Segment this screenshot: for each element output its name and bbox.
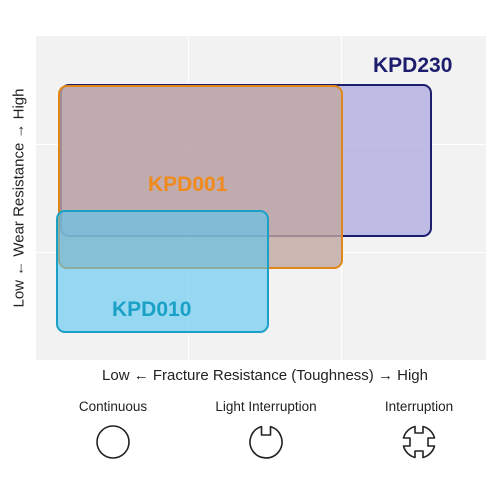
label-kpd001: KPD001: [148, 173, 228, 196]
y-axis-label: Low ← Wear Resistance → High: [10, 88, 28, 308]
circle-icon: [96, 425, 130, 459]
label-kpd230: KPD230: [373, 54, 453, 77]
cross-slot-circle-icon: [402, 425, 436, 459]
legend-label-interruption: Interruption: [384, 399, 454, 414]
chart-area: KPD230 KPD001 KPD010: [36, 36, 486, 360]
legend-label-light-interruption: Light Interruption: [215, 399, 317, 414]
label-kpd010: KPD010: [112, 298, 192, 321]
x-axis-label: Low ← Fracture Resistance (Toughness) → …: [102, 367, 428, 384]
legend-label-continuous: Continuous: [78, 399, 148, 414]
region-kpd010: [56, 210, 269, 333]
notched-circle-icon: [249, 425, 283, 459]
